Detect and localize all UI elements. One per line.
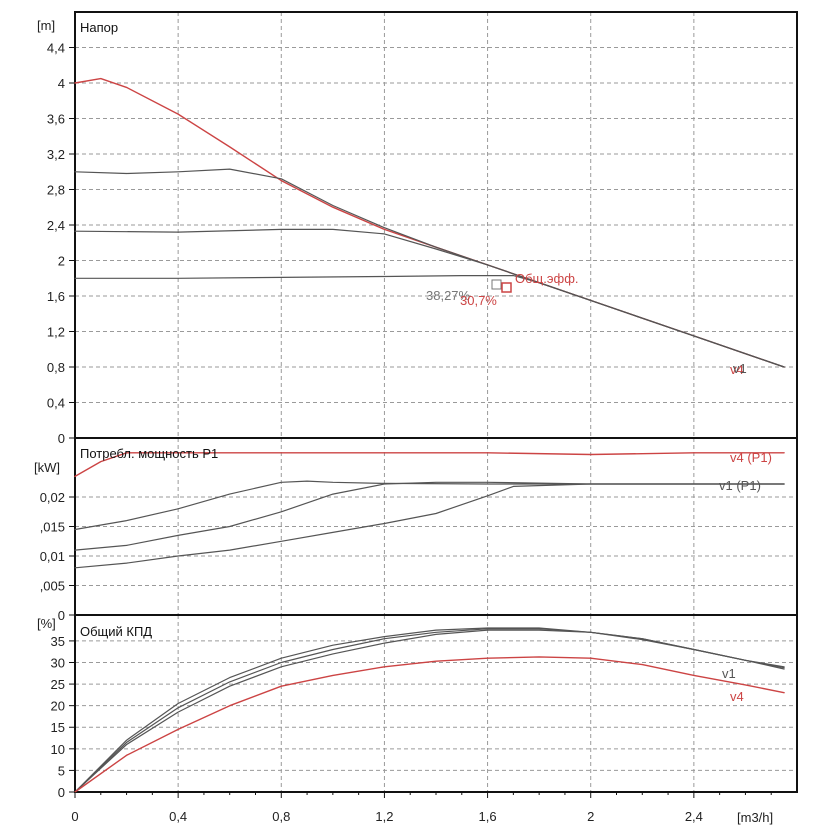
y-tick-label: 4: [58, 76, 65, 91]
y-tick-label: 0,8: [47, 360, 65, 375]
power-y-unit: [kW]: [34, 460, 60, 475]
head-curves: [74, 77, 785, 368]
x-tick-label: 0,4: [169, 809, 187, 824]
efficiency-annotation: Общ.эфф.: [515, 271, 579, 286]
curve-v1: [74, 629, 785, 793]
head-y-ticks: 0 0,4 0,8 1,2 1,6 2 2,4 2,8 3,2 3,6 4 4,4: [47, 41, 75, 446]
head-grid: [75, 12, 797, 438]
y-tick-label: 35: [51, 634, 65, 649]
x-tick-label: 1,6: [479, 809, 497, 824]
x-tick-label: 2: [587, 809, 594, 824]
power-y-ticks: 0 ,005 0,01 ,015 0,02: [40, 490, 75, 623]
y-tick-label: 0: [58, 785, 65, 800]
efficiency-y-ticks: 0 5 10 15 20 25 30 35: [51, 634, 75, 800]
y-tick-label: 1,6: [47, 289, 65, 304]
head-panel-title: Напор: [80, 20, 118, 35]
y-tick-label: 15: [51, 720, 65, 735]
curve-v1-p1: [74, 483, 785, 569]
y-tick-label: 0,02: [40, 490, 65, 505]
efficiency-curve-label-v1: v1: [722, 666, 736, 681]
y-tick-label: 0: [58, 431, 65, 446]
y-tick-label: 4,4: [47, 41, 65, 56]
efficiency-y-unit: [%]: [37, 616, 56, 631]
power-panel-title: Потребл. мощность P1: [80, 446, 218, 461]
y-tick-label: ,005: [40, 579, 65, 594]
y-tick-label: 30: [51, 655, 65, 670]
y-tick-label: 20: [51, 699, 65, 714]
power-panel: 0 ,005 0,01 ,015 0,02 [kW] Потребл. мощность…: [34, 437, 798, 623]
y-tick-label: ,015: [40, 520, 65, 535]
efficiency-value-v4: 30,7%: [460, 293, 497, 308]
y-tick-label: 3,6: [47, 112, 65, 127]
power-curves: [74, 452, 785, 569]
y-tick-label: 0,01: [40, 549, 65, 564]
y-tick-label: 2: [58, 254, 65, 269]
y-tick-label: 2,4: [47, 218, 65, 233]
head-curve-label-v4: v4: [730, 362, 744, 377]
curve-v4: [74, 656, 785, 793]
efficiency-panel-title: Общий КПД: [80, 624, 152, 639]
x-tick-label: 0: [71, 809, 78, 824]
curve-v4-p1: [74, 452, 785, 478]
x-tick-label: 1,2: [375, 809, 393, 824]
y-tick-label: 10: [51, 742, 65, 757]
x-axis-unit: [m3/h]: [737, 810, 773, 825]
power-curve-label-v4: v4 (P1): [730, 450, 772, 465]
power-grid: [75, 438, 797, 615]
curve-v1: [74, 275, 785, 368]
head-duty-point-marker-v4: [501, 282, 512, 293]
efficiency-curve-label-v4: v4: [730, 689, 744, 704]
y-tick-label: 25: [51, 677, 65, 692]
head-curve-label-v1: v1: [733, 361, 747, 376]
y-tick-label: 0,4: [47, 396, 65, 411]
y-tick-label: 2,8: [47, 183, 65, 198]
y-tick-label: 0: [58, 608, 65, 623]
efficiency-value-v1: 38,27%: [426, 288, 471, 303]
efficiency-curves: [74, 627, 785, 793]
efficiency-grid: [75, 615, 797, 792]
x-tick-label: 2,4: [685, 809, 703, 824]
power-curve-label-v1: v1 (P1): [719, 478, 761, 493]
y-tick-label: 1,2: [47, 325, 65, 340]
head-y-unit: [m]: [37, 18, 55, 33]
efficiency-panel: 0 5 10 15 20 25 30 35 [%] Общий КПД v1 v4: [37, 614, 798, 800]
y-tick-label: 5: [58, 763, 65, 778]
head-duty-point-marker: [491, 279, 502, 290]
x-axis: 0 0,4 0,8 1,2 1,6 2 2,4: [71, 792, 772, 824]
y-tick-label: 3,2: [47, 147, 65, 162]
x-tick-label: 0,8: [272, 809, 290, 824]
